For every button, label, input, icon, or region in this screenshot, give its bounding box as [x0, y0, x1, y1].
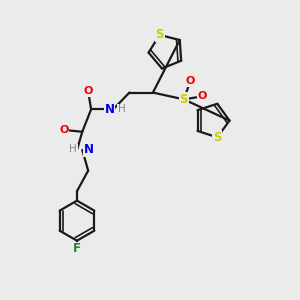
Text: F: F: [73, 242, 81, 255]
Text: N: N: [83, 143, 94, 157]
Text: S: S: [180, 93, 188, 106]
Text: O: O: [83, 86, 93, 96]
Text: S: S: [213, 131, 221, 144]
Text: N: N: [105, 103, 115, 116]
Text: S: S: [155, 28, 164, 41]
Text: O: O: [186, 76, 195, 86]
Text: H: H: [69, 144, 77, 154]
Text: O: O: [197, 92, 207, 101]
Text: H: H: [118, 104, 125, 114]
Text: O: O: [59, 125, 69, 135]
